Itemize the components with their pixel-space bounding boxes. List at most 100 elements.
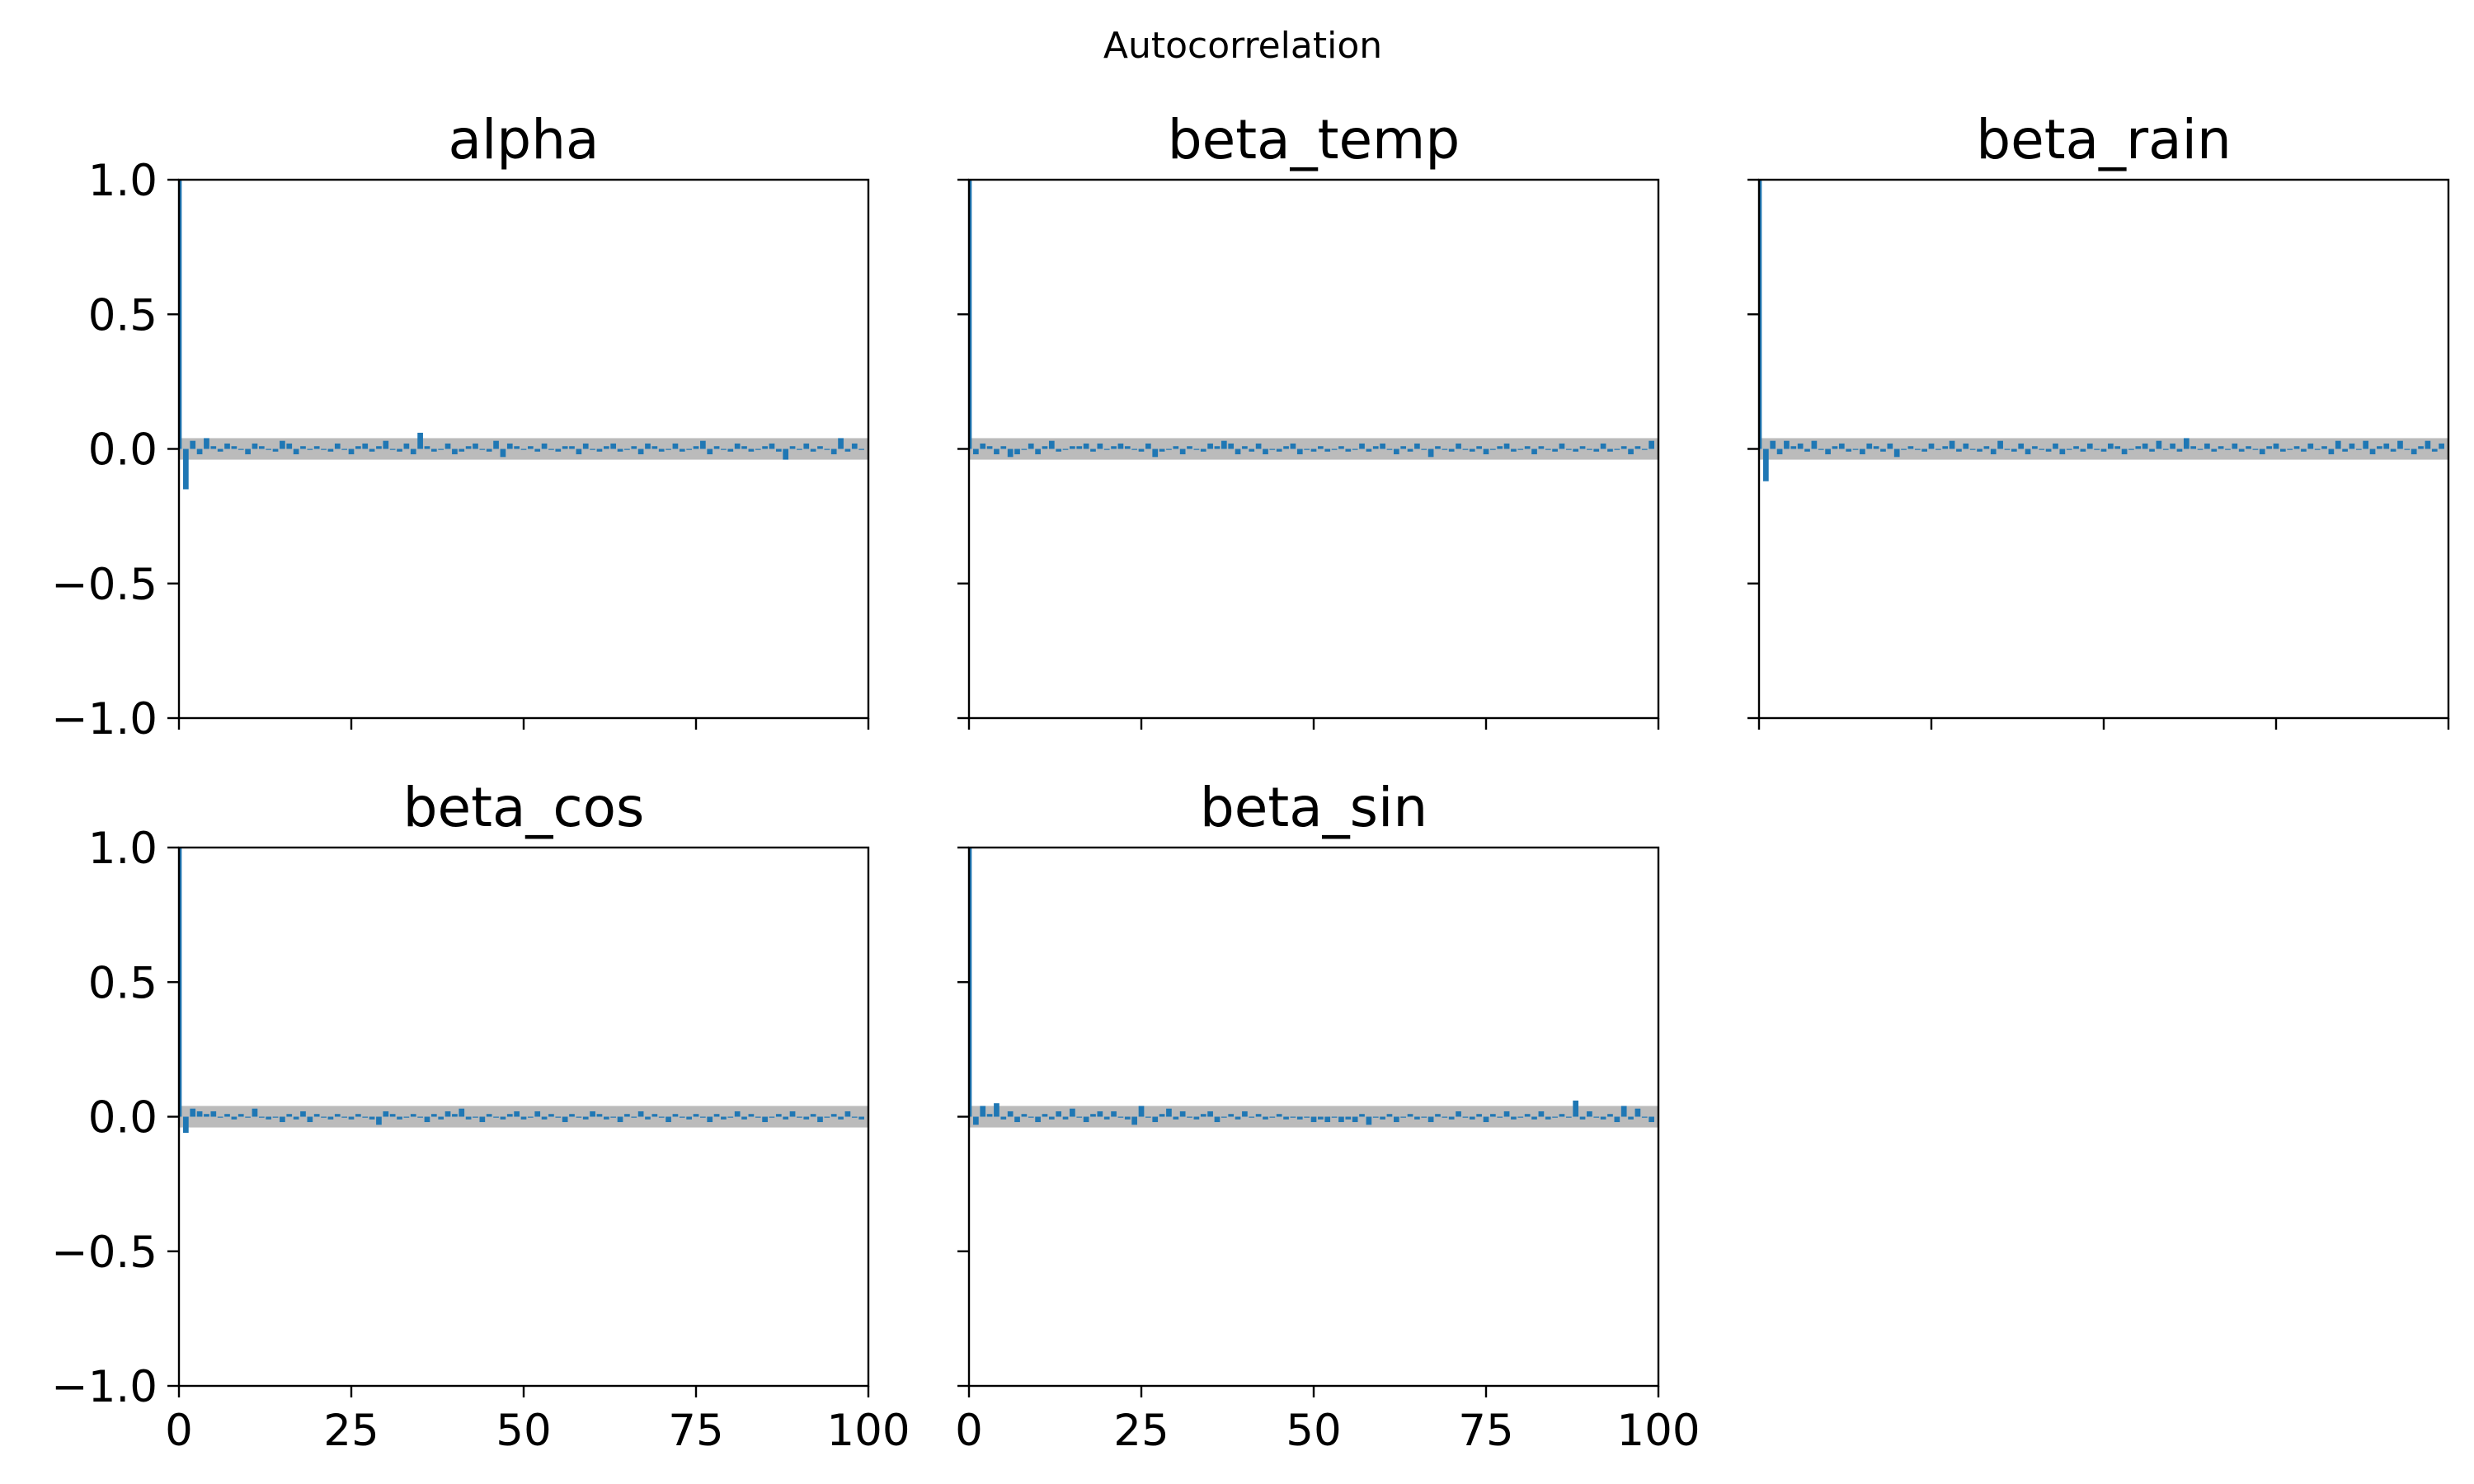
- acf-bar: [541, 443, 548, 449]
- acf-bar: [348, 1116, 355, 1120]
- acf-bar: [1152, 448, 1159, 458]
- y-tick-label: 0.5: [88, 290, 158, 340]
- acf-bar: [693, 1114, 699, 1117]
- acf-bar: [245, 448, 251, 455]
- acf-bar: [1524, 446, 1531, 449]
- y-tick-label: 1.0: [88, 156, 158, 206]
- acf-bar: [1324, 448, 1331, 452]
- acf-bar: [2025, 448, 2031, 455]
- acf-bar: [1249, 448, 1255, 452]
- acf-bar: [1462, 448, 1469, 450]
- acf-bar: [266, 1116, 272, 1120]
- x-tick-label: 0: [955, 1406, 983, 1456]
- acf-bar: [1138, 448, 1145, 452]
- acf-bar: [204, 1114, 209, 1117]
- acf-bars: [969, 180, 1654, 458]
- acf-bar: [2011, 448, 2017, 452]
- acf-bar: [1070, 1108, 1075, 1117]
- subplot-title: beta_rain: [1976, 108, 2232, 171]
- acf-bar: [2073, 446, 2079, 449]
- acf-bar: [362, 443, 369, 449]
- acf-bar: [1614, 448, 1620, 450]
- acf-bar: [851, 443, 858, 449]
- acf-bar: [803, 1116, 810, 1120]
- acf-bar: [844, 448, 851, 452]
- acf-bar: [1345, 448, 1352, 452]
- acf-bar: [1442, 448, 1448, 450]
- acf-bar: [341, 448, 347, 450]
- acf-bar: [672, 1114, 679, 1117]
- acf-bar: [2307, 443, 2314, 449]
- acf-bar: [1166, 1108, 1172, 1117]
- acf-bar: [1111, 446, 1117, 449]
- acf-bar: [362, 1116, 369, 1118]
- acf-bar: [506, 443, 513, 449]
- acf-bar: [179, 848, 182, 1117]
- acf-bar: [238, 448, 244, 450]
- acf-bar: [1103, 448, 1110, 450]
- acf-bar: [1269, 1116, 1276, 1118]
- acf-bar: [1545, 1116, 1551, 1120]
- acf-bar: [258, 446, 265, 449]
- acf-bar: [1456, 443, 1461, 449]
- acf-bar: [686, 448, 692, 450]
- acf-bar: [2411, 448, 2417, 455]
- acf-bar: [645, 443, 651, 449]
- acf-bar: [1469, 1116, 1475, 1120]
- acf-bar: [2355, 448, 2362, 450]
- acf-bar: [417, 432, 423, 449]
- acf-bar: [1090, 448, 1096, 452]
- acf-bar: [252, 1108, 258, 1117]
- acf-bar: [1372, 1116, 1379, 1118]
- acf-bar: [624, 448, 630, 450]
- acf-bar: [2176, 448, 2183, 452]
- acf-bar: [1776, 448, 1783, 455]
- x-tick-label: 50: [1286, 1406, 1341, 1456]
- acf-bar: [617, 1116, 623, 1123]
- acf-bar: [417, 1116, 423, 1118]
- acf-bar: [1435, 446, 1441, 449]
- acf-bar: [424, 1116, 430, 1123]
- acf-bar: [651, 1114, 658, 1117]
- acf-bar: [307, 448, 313, 450]
- acf-bar: [397, 1116, 402, 1120]
- acf-bar: [500, 448, 506, 458]
- acf-bar: [666, 1116, 671, 1123]
- acf-bars: [969, 848, 1654, 1125]
- acf-bar: [1860, 448, 1865, 455]
- acf-bar: [1062, 1116, 1069, 1120]
- y-tick-label: 0.0: [88, 425, 158, 476]
- acf-bar: [1310, 1116, 1317, 1123]
- acf-bar: [700, 1116, 706, 1118]
- acf-bar: [1310, 448, 1317, 452]
- acf-bar: [969, 180, 972, 449]
- acf-bar: [555, 448, 562, 452]
- acf-bar: [1990, 448, 1997, 455]
- acf-bar: [1407, 1114, 1413, 1117]
- acf-bar: [658, 1116, 665, 1118]
- acf-bar: [397, 448, 402, 452]
- y-tick-label: −0.5: [51, 560, 158, 610]
- acf-bar: [210, 446, 217, 449]
- acf-bar: [1296, 448, 1303, 455]
- acf-bar: [1207, 443, 1213, 449]
- acf-bar: [514, 1111, 520, 1117]
- acf-bar: [1318, 1116, 1324, 1120]
- acf-bar: [1649, 1116, 1654, 1123]
- acf-bar: [1838, 443, 1845, 449]
- acf-bar: [376, 446, 382, 449]
- acf-bar: [637, 1111, 644, 1117]
- acf-bar: [713, 446, 720, 449]
- acf-bar: [403, 1116, 410, 1118]
- subplot-title: beta_sin: [1200, 776, 1427, 839]
- acf-bar: [307, 1116, 313, 1123]
- acf-bar: [2246, 446, 2251, 449]
- acf-bar: [465, 446, 472, 449]
- acf-bar: [452, 1114, 458, 1117]
- acf-bar: [1649, 440, 1654, 449]
- acf-bar: [617, 448, 623, 452]
- acf-bar: [258, 1116, 265, 1118]
- acf-bar: [1083, 443, 1089, 449]
- acf-bar: [2252, 448, 2259, 450]
- acf-bar: [1573, 448, 1579, 452]
